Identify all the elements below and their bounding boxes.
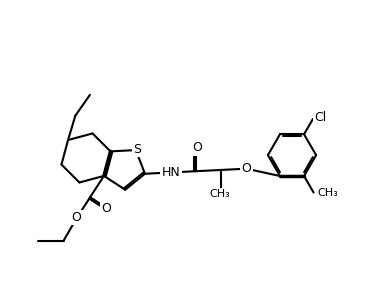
Text: O: O [102, 202, 111, 216]
Text: O: O [242, 162, 251, 175]
Text: HN: HN [162, 166, 180, 179]
Text: O: O [192, 141, 202, 155]
Text: CH₃: CH₃ [209, 189, 230, 199]
Text: CH₃: CH₃ [318, 187, 338, 198]
Text: S: S [134, 143, 141, 156]
Text: O: O [71, 211, 81, 224]
Text: Cl: Cl [314, 111, 327, 124]
